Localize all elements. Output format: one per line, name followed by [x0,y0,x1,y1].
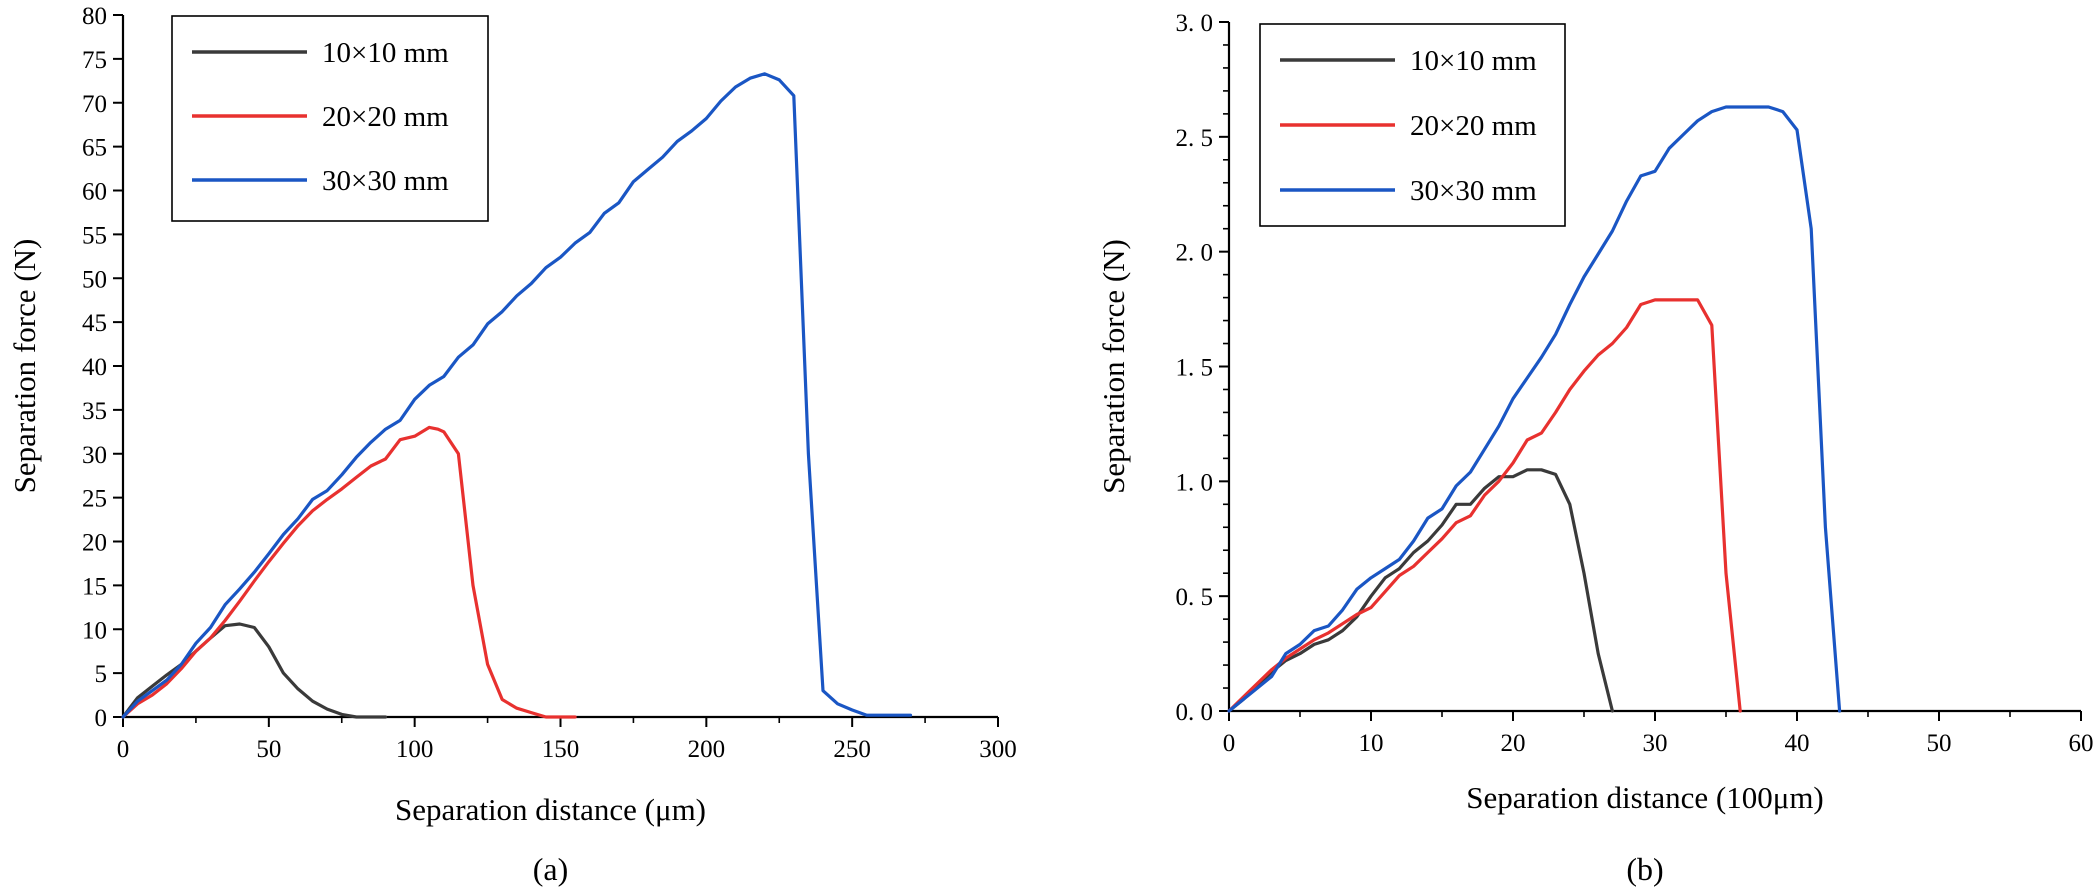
x-axis-label-b: Separation distance (100μm) [1466,780,1824,815]
y-tick-label-a: 10 [82,617,107,644]
legend-box-a [171,15,489,222]
series-line-b-1 [1227,468,1614,713]
legend-label-a-2: 20×20 mm [322,101,449,133]
y-axis-label-b: Separation force (N) [1096,239,1131,494]
y-tick-label-a: 20 [82,530,107,557]
y-tick-label-a: 80 [82,3,107,30]
legend-label-b-3: 30×30 mm [1410,175,1537,207]
y-tick-label-a: 50 [82,266,107,293]
y-tick-label-a: 55 [82,222,107,249]
y-tick-label-b: 3. 0 [1176,10,1214,37]
legend-label-b-2: 20×20 mm [1410,110,1537,142]
y-tick-label-a: 25 [82,486,107,513]
x-tick-label-b: 20 [1501,730,1526,757]
x-tick-label-b: 10 [1359,730,1384,757]
series-line-b-2 [1227,298,1742,713]
legend-label-a-1: 10×10 mm [322,37,449,69]
x-tick-label-a: 0 [117,736,130,763]
x-tick-label-b: 0 [1223,730,1236,757]
chart-panel-a: 0 5 10 15 20 25 30 35 40 45 50 55 60 65 70 75 80 0 50 100 15… [7,3,1017,887]
series-line-a-2 [121,425,577,719]
x-tick-label-a: 50 [256,736,281,763]
y-tick-label-a: 30 [82,442,107,469]
x-tick-label-a: 100 [396,736,434,763]
y-tick-label-a: 35 [82,398,107,425]
y-tick-label-a: 60 [82,179,107,206]
y-tick-label-b: 2. 5 [1176,125,1214,152]
x-tick-label-b: 40 [1785,730,1810,757]
x-axis-label-a: Separation distance (μm) [395,792,706,827]
y-tick-label-b: 0. 0 [1176,699,1214,726]
y-tick-label-a: 65 [82,135,107,162]
x-tick-label-b: 30 [1643,730,1668,757]
y-axis-label-a: Separation force (N) [7,239,42,494]
legend-b: 10×10 mm 20×20 mm 30×30 mm [1259,23,1566,227]
y-tick-label-b: 1. 0 [1176,469,1214,496]
x-tick-label-a: 200 [688,736,726,763]
y-tick-label-a: 70 [82,91,107,118]
panel-label-b: (b) [1626,851,1663,887]
x-tick-label-b: 50 [1927,730,1952,757]
series-line-a-1 [121,622,388,719]
series-line-b-3 [1227,105,1842,713]
legend-label-a-3: 30×30 mm [322,165,449,197]
x-tick-label-a: 150 [542,736,580,763]
y-tick-label-b: 0. 5 [1176,584,1214,611]
panel-label-a: (a) [533,851,569,887]
legend-label-b-1: 10×10 mm [1410,45,1537,77]
y-tick-label-a: 75 [82,47,107,74]
x-tick-label-a: 300 [979,736,1017,763]
y-tick-label-a: 0 [95,705,108,732]
chart-panel-b: 0. 0 0. 5 1. 0 1. 5 2. 0 2. 5 3. 0 0 10 20 30 40 50 6… [1096,10,2094,887]
x-tick-label-a: 250 [833,736,871,763]
y-tick-label-a: 5 [95,661,108,688]
y-tick-label-b: 1. 5 [1176,355,1214,382]
legend-a: 10×10 mm 20×20 mm 30×30 mm [171,15,489,222]
series-line-a-3 [121,72,913,719]
y-tick-label-a: 45 [82,310,107,337]
y-tick-label-a: 40 [82,354,107,381]
y-tick-label-a: 15 [82,573,107,600]
y-tick-label-b: 2. 0 [1176,240,1214,267]
x-tick-label-b: 60 [2069,730,2094,757]
